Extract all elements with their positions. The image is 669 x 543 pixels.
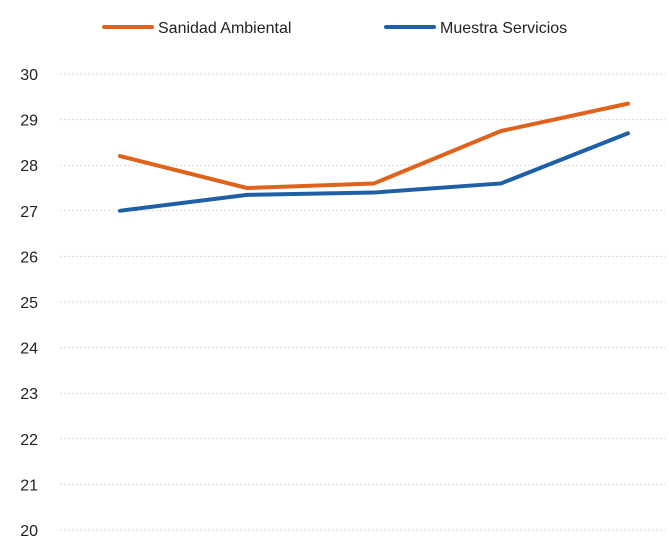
y-tick-label: 27 — [20, 204, 38, 221]
y-axis: 20 21 22 23 24 25 26 27 28 29 30 — [20, 67, 38, 540]
y-tick-label: 28 — [20, 158, 38, 175]
legend-label-sanidad-ambiental: Sanidad Ambiental — [158, 20, 291, 37]
y-tick-label: 22 — [20, 432, 38, 449]
y-tick-label: 25 — [20, 295, 38, 312]
series-line-muestra-servicios — [118, 131, 630, 213]
series-line-sanidad-ambiental — [118, 101, 630, 190]
legend-label-muestra-servicios: Muestra Servicios — [440, 20, 567, 37]
y-tick-label: 23 — [20, 386, 38, 403]
y-tick-label: 24 — [20, 341, 38, 358]
y-tick-label: 26 — [20, 249, 38, 266]
y-tick-label: 21 — [20, 477, 38, 494]
y-tick-label: 30 — [20, 67, 38, 84]
y-tick-label: 20 — [20, 523, 38, 540]
y-tick-label: 29 — [20, 113, 38, 130]
grid — [60, 73, 665, 531]
legend: Sanidad Ambiental Muestra Servicios — [102, 20, 567, 37]
series-layer — [118, 101, 630, 213]
